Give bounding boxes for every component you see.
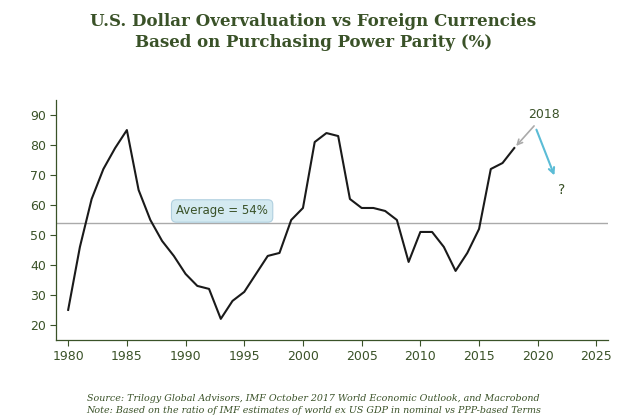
Text: Source: Trilogy Global Advisors, IMF October 2017 World Economic Outlook, and Ma: Source: Trilogy Global Advisors, IMF Oct…	[86, 394, 541, 415]
Text: 2018: 2018	[517, 108, 560, 145]
Text: Average = 54%: Average = 54%	[176, 204, 268, 218]
Text: U.S. Dollar Overvaluation vs Foreign Currencies
Based on Purchasing Power Parity: U.S. Dollar Overvaluation vs Foreign Cur…	[90, 13, 537, 51]
Text: ?: ?	[557, 183, 565, 196]
